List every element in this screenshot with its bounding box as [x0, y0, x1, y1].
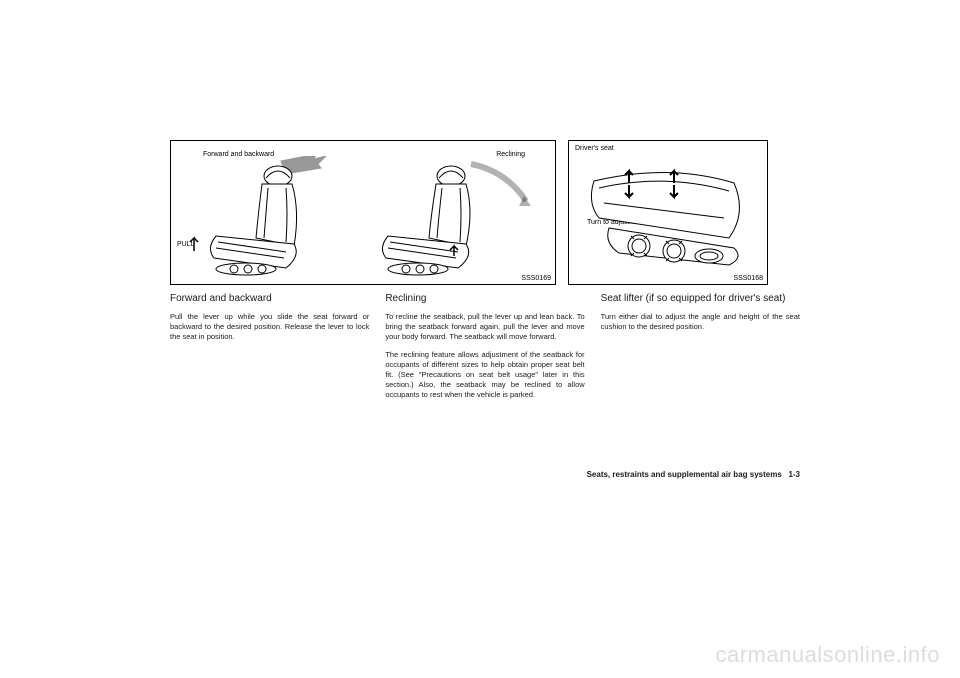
heading-forward: Forward and backward	[170, 293, 369, 306]
watermark: carmanualsonline.info	[715, 642, 940, 668]
figures-row: Forward and backward PULL Reclining PULL…	[170, 140, 800, 285]
page-content: Forward and backward PULL Reclining PULL…	[170, 140, 800, 409]
column-2: Reclining To recline the seatback, pull …	[385, 293, 584, 409]
page-footer: Seats, restraints and supplemental air b…	[587, 470, 800, 479]
seat-forward-icon	[186, 156, 356, 281]
label-drivers-seat: Driver's seat	[575, 145, 614, 152]
text-reclining-1: To recline the seatback, pull the lever …	[385, 312, 584, 342]
text-columns: Forward and backward Pull the lever up w…	[170, 293, 800, 409]
text-forward: Pull the lever up while you slide the se…	[170, 312, 369, 342]
figure-seat-adjust: Forward and backward PULL Reclining PULL…	[170, 140, 556, 285]
column-1: Forward and backward Pull the lever up w…	[170, 293, 369, 409]
footer-section: Seats, restraints and supplemental air b…	[587, 470, 782, 479]
column-3: Seat lifter (if so equipped for driver's…	[601, 293, 800, 409]
figure-seat-lifter: Driver's seat Turn to adjust SSS0168	[568, 140, 768, 285]
heading-lifter: Seat lifter (if so equipped for driver's…	[601, 293, 800, 306]
footer-page: 1-3	[788, 470, 800, 479]
seat-recline-icon	[376, 156, 551, 281]
text-lifter: Turn either dial to adjust the angle and…	[601, 312, 800, 332]
heading-reclining: Reclining	[385, 293, 584, 306]
seat-lifter-icon	[579, 153, 759, 278]
text-reclining-2: The reclining feature allows adjustment …	[385, 350, 584, 401]
